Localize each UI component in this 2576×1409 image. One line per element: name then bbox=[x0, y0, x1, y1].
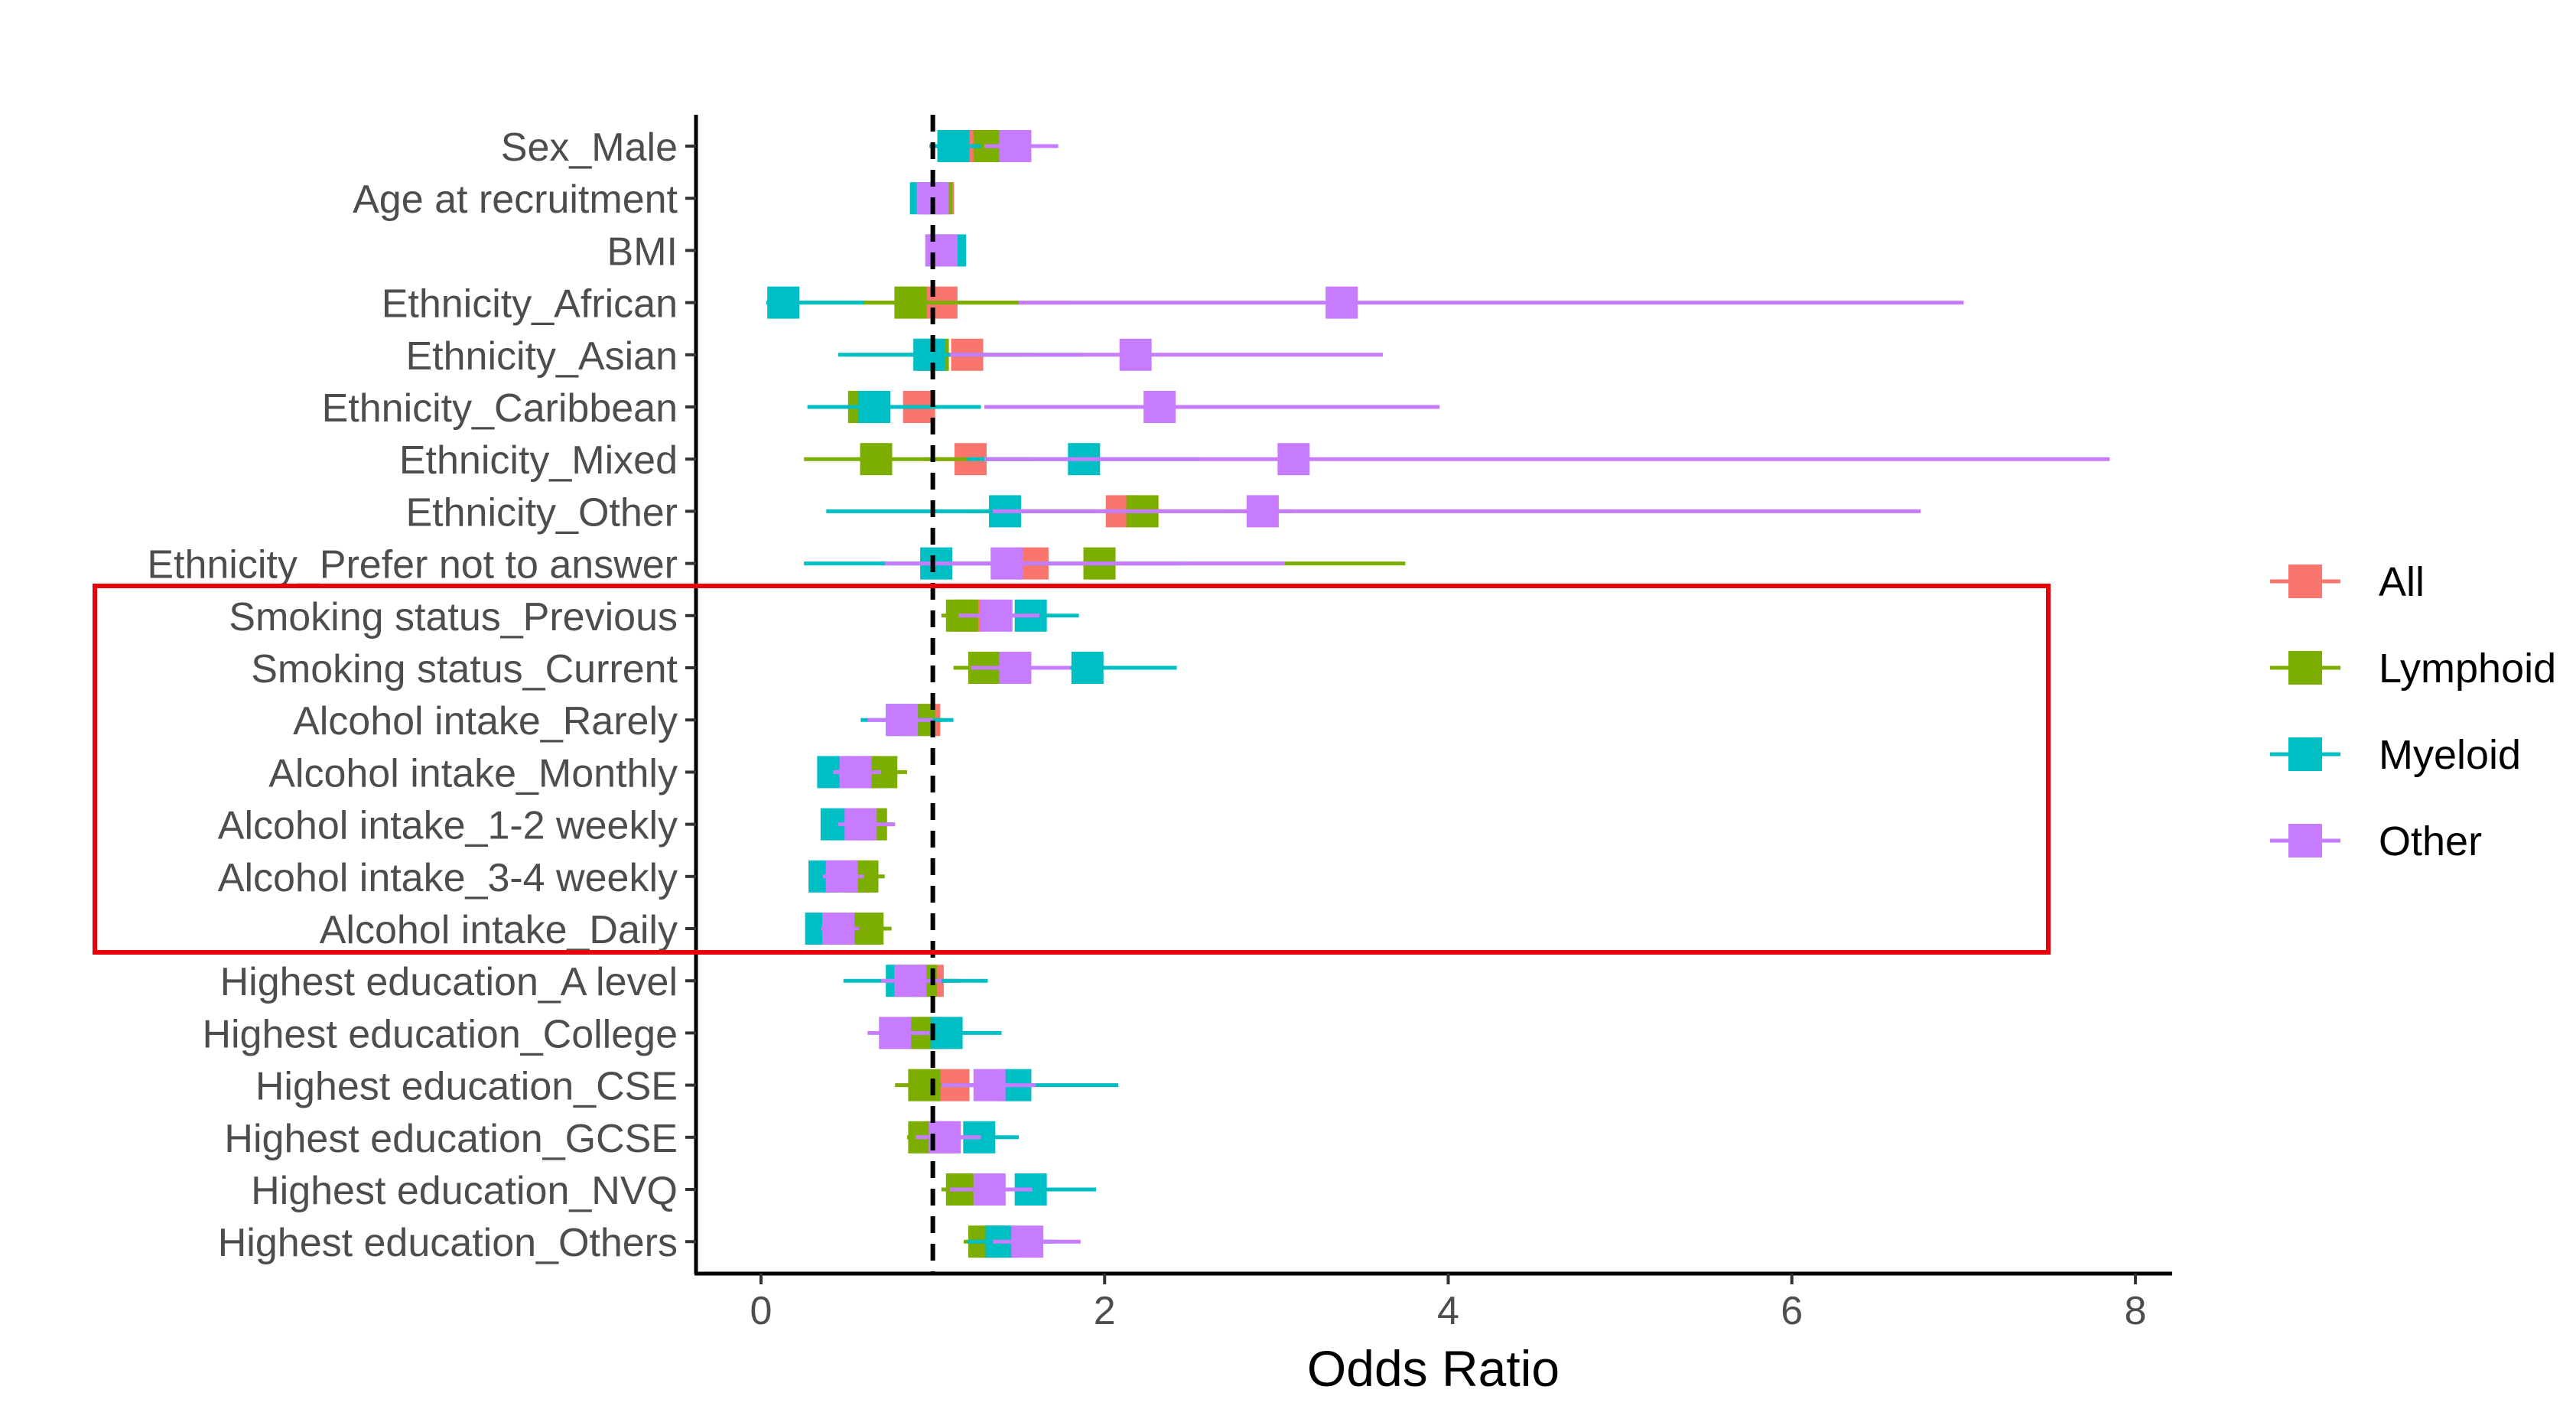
point-estimate bbox=[1143, 391, 1176, 423]
legend-item-other: Other bbox=[2270, 818, 2482, 864]
axes: Sex_Male Age at recruitment BMI Ethnicity_A… bbox=[147, 115, 2172, 1333]
point-estimate bbox=[844, 808, 877, 841]
legend: All Lymphoid Myeloid Other bbox=[2270, 559, 2556, 864]
legend-key-box bbox=[2288, 651, 2322, 685]
point-estimate bbox=[1071, 652, 1104, 684]
y-tick-label: Alcohol intake_3-4 weekly bbox=[218, 856, 678, 900]
point-estimate bbox=[980, 599, 1013, 632]
point-estimate bbox=[879, 1017, 912, 1049]
y-tick-label: Age at recruitment bbox=[353, 177, 678, 222]
point-estimate bbox=[1119, 338, 1152, 371]
x-tick-label: 8 bbox=[2125, 1289, 2147, 1333]
legend-item-lymphoid: Lymphoid bbox=[2270, 646, 2556, 691]
point-estimate bbox=[1011, 1225, 1044, 1258]
y-tick-label: Alcohol intake_Monthly bbox=[268, 751, 678, 796]
legend-label: Lymphoid bbox=[2379, 646, 2556, 691]
point-estimate bbox=[913, 338, 946, 371]
point-estimate bbox=[973, 1173, 1006, 1206]
point-estimate bbox=[767, 286, 800, 319]
point-estimate bbox=[858, 391, 891, 423]
y-tick-label: Sex_Male bbox=[501, 125, 678, 170]
legend-key-box bbox=[2288, 565, 2322, 598]
point-estimate bbox=[930, 1017, 963, 1049]
point-estimate bbox=[925, 234, 958, 267]
point-estimate bbox=[937, 130, 970, 162]
y-tick-label: BMI bbox=[607, 229, 678, 274]
legend-key-box bbox=[2288, 737, 2322, 771]
legend-key-box bbox=[2288, 824, 2322, 857]
y-tick-label: Ethnicity_Asian bbox=[405, 334, 678, 379]
point-estimate bbox=[894, 965, 927, 997]
x-tick-label: 6 bbox=[1781, 1289, 1803, 1333]
x-tick-label: 0 bbox=[750, 1289, 772, 1333]
y-tick-label: Highest education_GCSE bbox=[224, 1117, 678, 1161]
point-estimate bbox=[908, 1069, 941, 1101]
y-tick-label: Highest education_A level bbox=[220, 960, 678, 1004]
x-tick-label: 4 bbox=[1437, 1289, 1459, 1333]
point-estimate bbox=[999, 652, 1032, 684]
legend-item-all: All bbox=[2270, 559, 2425, 605]
legend-label: Other bbox=[2379, 818, 2482, 864]
point-estimate bbox=[886, 704, 919, 737]
series-other bbox=[821, 130, 2110, 1258]
y-tick-label: Alcohol intake_Rarely bbox=[293, 699, 678, 744]
y-tick-label: Highest education_NVQ bbox=[251, 1169, 678, 1213]
y-tick-label: Ethnicity_Mixed bbox=[399, 438, 678, 483]
point-estimate bbox=[822, 913, 855, 945]
plot-marks bbox=[766, 130, 2110, 1258]
highlight-box bbox=[93, 584, 2051, 955]
y-tick-label: Smoking status_Previous bbox=[229, 595, 678, 639]
point-estimate bbox=[825, 860, 858, 893]
y-tick-label: Ethnicity_Prefer not to answer bbox=[147, 543, 678, 587]
y-tick-label: Highest education_Others bbox=[218, 1221, 678, 1265]
y-tick-label: Ethnicity_Caribbean bbox=[322, 386, 678, 431]
y-tick-label: Alcohol intake_1-2 weekly bbox=[218, 804, 678, 848]
y-tick-label: Smoking status_Current bbox=[251, 647, 678, 691]
point-estimate bbox=[999, 130, 1032, 162]
point-estimate bbox=[973, 1069, 1006, 1101]
y-tick-label: Highest education_College bbox=[202, 1012, 678, 1056]
point-estimate bbox=[839, 756, 872, 789]
point-estimate bbox=[1277, 443, 1310, 476]
point-estimate bbox=[1246, 495, 1279, 528]
point-estimate bbox=[860, 443, 893, 476]
point-estimate bbox=[894, 286, 927, 319]
y-tick-label: Ethnicity_African bbox=[382, 282, 678, 327]
legend-item-myeloid: Myeloid bbox=[2270, 732, 2521, 778]
legend-label: Myeloid bbox=[2379, 732, 2521, 778]
y-tick-label: Ethnicity_Other bbox=[406, 490, 678, 535]
y-tick-label: Alcohol intake_Daily bbox=[320, 908, 678, 952]
point-estimate bbox=[990, 547, 1023, 580]
x-axis-title: Odds Ratio bbox=[1307, 1340, 1560, 1397]
x-tick-label: 2 bbox=[1094, 1289, 1116, 1333]
point-estimate bbox=[1325, 286, 1358, 319]
y-tick-label: Highest education_CSE bbox=[255, 1065, 678, 1109]
legend-label: All bbox=[2379, 559, 2425, 605]
